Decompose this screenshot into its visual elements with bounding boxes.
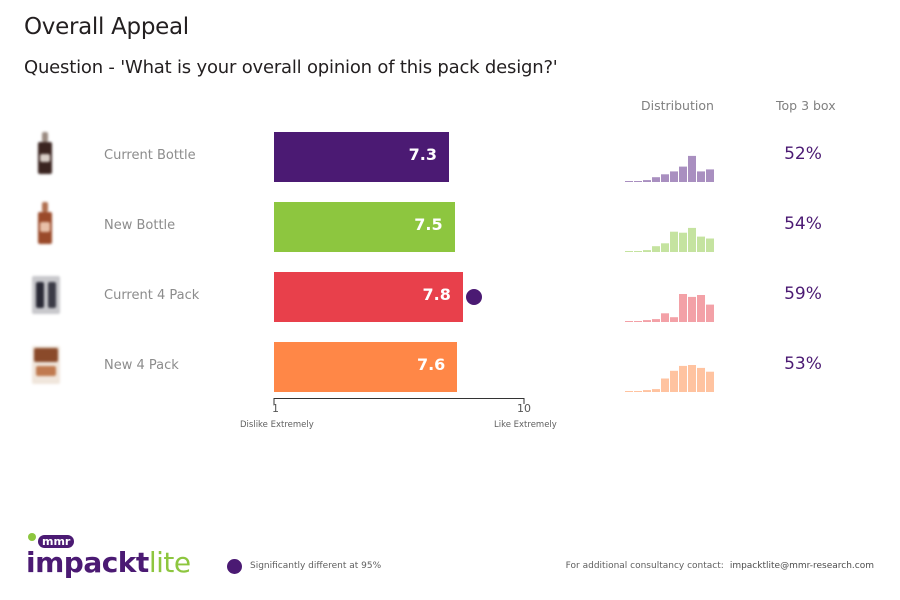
distribution-bar: [652, 177, 660, 182]
distribution-bar: [661, 378, 669, 392]
distribution-bar: [643, 320, 651, 322]
significance-dot-icon: [465, 289, 482, 305]
pack-thumbnail-image: [28, 272, 64, 322]
pack-thumbnail-image: [28, 132, 64, 182]
chart-row-current-bottle: Current Bottle 7.3 52%: [0, 132, 900, 182]
score-bar: 7.3: [274, 132, 449, 182]
top3-box-header: Top 3 box: [776, 98, 836, 113]
category-label: Current 4 Pack: [104, 288, 200, 303]
distribution-header: Distribution: [641, 98, 714, 113]
distribution-histogram: [625, 294, 714, 322]
logo-wordmark: impacktlite: [26, 547, 191, 579]
chart-row-new-bottle: New Bottle 7.5 54%: [0, 202, 900, 252]
category-label: New 4 Pack: [104, 358, 179, 373]
distribution-bar: [697, 367, 705, 392]
bar-value-label: 7.6: [416, 355, 446, 374]
bar-value-label: 7.3: [408, 145, 437, 164]
distribution-bar: [706, 169, 714, 182]
top3-box-value: 52%: [784, 144, 822, 164]
category-label: Current Bottle: [104, 148, 196, 163]
pack-thumbnail-image: [28, 202, 64, 252]
distribution-bar: [679, 294, 687, 322]
distribution-bar: [652, 319, 660, 322]
distribution-bar: [643, 180, 651, 182]
x-axis-line: [273, 398, 525, 404]
distribution-bar: [625, 321, 633, 322]
distribution-bar: [670, 370, 678, 392]
distribution-bar: [697, 171, 705, 182]
distribution-bar: [679, 232, 687, 252]
distribution-bar: [625, 391, 633, 392]
score-bar: 7.5: [274, 202, 455, 252]
distribution-bar: [706, 304, 714, 322]
significance-legend-dot-icon: [227, 559, 242, 574]
score-bar: 7.8: [274, 272, 463, 322]
page-title: Overall Appeal: [24, 14, 189, 40]
pack-thumbnail-image: [28, 342, 64, 392]
x-caption-max: Like Extremely: [494, 420, 557, 430]
bar-value-label: 7.5: [414, 215, 443, 234]
distribution-bar: [634, 181, 642, 182]
top3-box-value: 54%: [784, 214, 822, 234]
contact-info: For additional consultancy contact: impac…: [566, 561, 874, 571]
distribution-bar: [634, 251, 642, 252]
x-tick-max: 10: [517, 402, 531, 415]
chart-row-new-4-pack: New 4 Pack 7.6 53%: [0, 342, 900, 392]
distribution-histogram: [625, 365, 714, 392]
distribution-bar: [706, 238, 714, 252]
distribution-bar: [688, 227, 696, 252]
distribution-bar: [652, 246, 660, 252]
distribution-bar: [688, 365, 696, 392]
distribution-bar: [679, 365, 687, 392]
distribution-bar: [634, 391, 642, 392]
distribution-bar: [670, 317, 678, 322]
distribution-bar: [670, 171, 678, 182]
distribution-bar: [688, 155, 696, 182]
x-caption-min: Dislike Extremely: [240, 420, 314, 430]
distribution-bar: [625, 251, 633, 252]
contact-email-link[interactable]: impacktlite@mmr-research.com: [729, 561, 874, 571]
distribution-histogram: [625, 227, 714, 252]
logo-word-lite: lite: [148, 546, 191, 579]
distribution-bar: [679, 166, 687, 182]
distribution-bar: [661, 174, 669, 182]
top3-box-value: 59%: [784, 284, 822, 304]
question-subtitle: Question - 'What is your overall opinion…: [24, 57, 558, 78]
distribution-bar: [688, 296, 696, 322]
chart-row-current-4-pack: Current 4 Pack 7.8 59%: [0, 272, 900, 322]
distribution-bar: [661, 313, 669, 322]
distribution-bar: [697, 236, 705, 252]
logo-dot-icon: [28, 533, 36, 541]
distribution-bar: [706, 371, 714, 392]
score-bar: 7.6: [274, 342, 458, 392]
category-label: New Bottle: [104, 218, 176, 233]
distribution-bar: [643, 250, 651, 252]
x-axis: 1 10 Dislike Extremely Like Extremely: [240, 398, 557, 438]
distribution-histogram: [625, 155, 714, 182]
distribution-bar: [670, 231, 678, 252]
significance-legend-text: Significantly different at 95%: [250, 561, 382, 571]
mmr-badge: mmr: [38, 535, 75, 548]
distribution-bar: [634, 321, 642, 322]
distribution-bar: [661, 243, 669, 252]
x-tick-min: 1: [272, 402, 279, 415]
top3-box-value: 53%: [784, 354, 822, 374]
logo-word-impackt: impackt: [26, 546, 149, 579]
impacktlite-logo: mmr impacktlite: [24, 533, 214, 583]
distribution-bar: [625, 181, 633, 182]
distribution-bar: [643, 390, 651, 392]
bar-value-label: 7.8: [422, 285, 451, 304]
contact-label: For additional consultancy contact:: [565, 561, 724, 571]
distribution-bar: [652, 389, 660, 392]
distribution-bar: [697, 295, 705, 322]
